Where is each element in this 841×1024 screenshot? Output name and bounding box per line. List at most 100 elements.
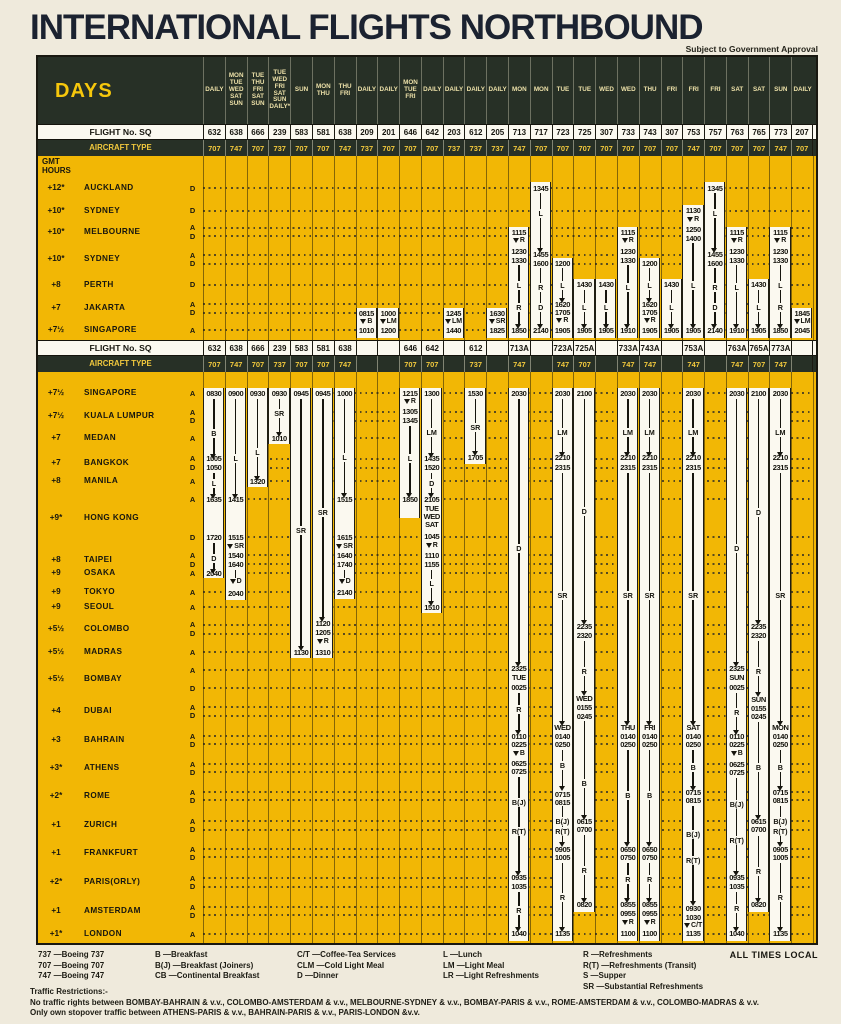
aircraft-type-cell [660, 356, 683, 372]
flight-number-cell: 581 [311, 340, 334, 356]
station-arr-dep-flag: A [189, 568, 196, 578]
station-name: COLOMBO [84, 624, 130, 633]
arrowhead-icon [338, 578, 345, 584]
arrow-meal-code: R [312, 637, 334, 645]
time-cell: 1050 [206, 463, 222, 472]
day-header-cell: THU [638, 57, 661, 124]
meal-code: SR [617, 589, 639, 600]
time-cell: 1200 [554, 258, 570, 268]
route-line [343, 570, 346, 578]
column-separator [595, 372, 597, 943]
time-cell: 0245 [750, 712, 767, 721]
station-arr-dep-flag: D [189, 767, 196, 777]
time-cell: 0935 [511, 872, 527, 882]
meal-code: R(T) [682, 854, 704, 865]
column-separator [268, 372, 270, 943]
time-cell: 1640 [228, 559, 244, 569]
arrowhead-icon [624, 324, 631, 329]
station-arr-dep-flag: D [189, 206, 196, 215]
arrowhead-icon [341, 493, 348, 498]
route-line [300, 399, 302, 647]
flight-number-cell: 638 [224, 340, 247, 356]
time-cell: 0715 [554, 789, 570, 799]
flight-number-cell: 773 [769, 124, 791, 140]
time-cell: 1330 [772, 255, 788, 265]
arrowhead-icon [428, 453, 435, 458]
meal-code-text: R [732, 707, 741, 717]
flight-number-cell: 201 [377, 124, 399, 140]
meal-code-text: SR [343, 542, 353, 550]
legend-entry: 707 —Boeing 707 [38, 960, 105, 970]
legend-entry: B —Breakfast [155, 950, 208, 959]
time-cell: 1455 [533, 249, 549, 259]
time-cell: 2030 [772, 388, 788, 398]
aircraft-type-cell [595, 356, 617, 372]
meal-code: L [617, 281, 639, 292]
time-cell: 2210 [685, 453, 701, 462]
arrowhead-icon [471, 451, 478, 456]
day-change-label: MON [772, 722, 789, 732]
meal-code: R [508, 904, 530, 915]
meal-code-text: B(J) [684, 829, 702, 839]
arrowhead-icon [232, 494, 239, 499]
time-cell: 1905 [576, 325, 592, 335]
meal-code: B [639, 789, 661, 800]
meal-code-text: B(J) [510, 797, 528, 807]
route-line [213, 399, 215, 455]
time-cell: 2030 [554, 388, 570, 398]
meal-code-text: R [563, 317, 569, 324]
arrowhead-icon [319, 617, 326, 622]
day-header-text: SUN [251, 99, 265, 107]
day-header-cell: TUE [551, 57, 574, 124]
column-separator [420, 372, 422, 943]
time-cell: 1230 [511, 246, 527, 256]
page-title: INTERNATIONAL FLIGHTS NORTHBOUND [30, 8, 703, 47]
arrowhead-icon [512, 750, 519, 756]
station-arr-dep-flag: A [189, 550, 196, 560]
time-cell: 1630 [489, 308, 505, 318]
day-header-text: DAILY [423, 86, 442, 94]
flight-number-cell: 765 [747, 124, 770, 140]
day-header-text: MON [315, 82, 331, 90]
time-cell: 1005 [206, 454, 222, 463]
flight-number-cell: 723 [551, 124, 574, 140]
meal-code: R [726, 706, 748, 717]
arrowhead-icon [360, 318, 367, 324]
station-arr-dep-flag: D [189, 882, 196, 891]
meal-code: R(T) [769, 825, 791, 836]
meal-code-text: LM [800, 317, 811, 325]
meal-code-text: B [623, 790, 632, 800]
column-separator [791, 372, 793, 943]
column-separator [224, 372, 226, 943]
flight-number-label-mid: FLIGHT No. SQ [89, 343, 152, 353]
flight-number-cell [660, 340, 683, 356]
time-cell: 1010 [271, 433, 287, 443]
route-line [714, 193, 716, 249]
meal-code: L [508, 279, 530, 290]
time-cell: 0700 [750, 825, 767, 834]
meal-code: L [661, 301, 683, 312]
day-header-cell: TUE THU FRI SAT SUN [246, 57, 269, 124]
time-cell: 1200 [380, 325, 396, 335]
route-line [583, 721, 585, 816]
aircraft-type-cell: 747 [551, 356, 574, 372]
day-header-cell: DAILY [355, 57, 378, 124]
time-cell: 1115 [773, 227, 788, 237]
day-header-text: SAT [230, 92, 243, 100]
service-strip [704, 182, 726, 338]
time-cell: 0025 [511, 682, 527, 692]
time-cell: 0140 [642, 731, 658, 741]
arrowhead-icon [515, 324, 522, 329]
meal-code-text: R [514, 905, 523, 915]
time-cell: 2100 [750, 388, 767, 398]
time-cell: 2210 [642, 453, 658, 462]
day-header-text: WED [620, 86, 636, 94]
time-cell: 1035 [729, 881, 745, 891]
meal-code: LM [617, 426, 639, 437]
time-cell: 1305 [402, 406, 418, 416]
aircraft-type-cell: 707 [616, 140, 639, 156]
station-gmt-offset: +9 [51, 602, 61, 611]
time-cell: 1230 [729, 246, 745, 256]
route-line [561, 399, 564, 453]
